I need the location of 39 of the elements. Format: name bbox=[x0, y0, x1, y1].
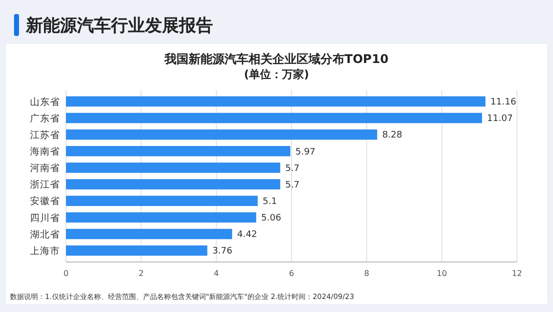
y-tick-label: 安徽省 bbox=[30, 195, 60, 208]
y-tick-label: 江苏省 bbox=[30, 128, 60, 141]
bar bbox=[66, 228, 232, 240]
y-tick-label: 山东省 bbox=[30, 96, 60, 108]
x-tick-label: 2 bbox=[138, 269, 144, 278]
data-label: 11.07 bbox=[487, 114, 513, 124]
x-tick-label: 6 bbox=[288, 269, 294, 278]
chart-title: 新能源汽车行业发展报告 bbox=[25, 16, 213, 36]
data-label: 5.06 bbox=[261, 214, 282, 224]
data-label: 4.42 bbox=[237, 230, 258, 240]
y-tick-label: 广东省 bbox=[30, 112, 60, 124]
x-tick-label: 8 bbox=[364, 269, 370, 278]
data-label: 5.1 bbox=[262, 197, 278, 208]
y-tick-label: 河南省 bbox=[30, 162, 60, 174]
bar bbox=[66, 162, 280, 173]
chart-subtitle: 我国新能源汽车相关企业区域分布TOP10 (单位：万家) bbox=[164, 52, 388, 81]
bar bbox=[66, 179, 280, 190]
bar bbox=[66, 112, 482, 124]
bar bbox=[66, 212, 256, 223]
y-tick-label: 浙江省 bbox=[30, 178, 60, 191]
data-label: 5.7 bbox=[285, 180, 300, 190]
data-label: 5.97 bbox=[295, 147, 316, 158]
x-tick-label: 0 bbox=[63, 269, 69, 278]
bar bbox=[66, 245, 208, 256]
x-tick-label: 12 bbox=[512, 269, 522, 278]
data-label: 11.16 bbox=[490, 98, 516, 108]
x-tick-label: 4 bbox=[214, 269, 219, 278]
bar bbox=[66, 129, 378, 140]
y-tick-label: 上海市 bbox=[30, 244, 60, 257]
data-label: 8.28 bbox=[382, 130, 403, 141]
bar bbox=[66, 96, 486, 107]
data-label: 3.76 bbox=[212, 246, 233, 257]
bar bbox=[66, 146, 290, 156]
y-tick-label: 四川省 bbox=[30, 212, 60, 224]
y-tick-label: 海南省 bbox=[30, 145, 60, 158]
y-tick-label: 湖北省 bbox=[30, 228, 60, 240]
bar bbox=[66, 196, 258, 206]
x-tick-label: 10 bbox=[436, 269, 447, 278]
data-label: 5.7 bbox=[285, 164, 300, 174]
